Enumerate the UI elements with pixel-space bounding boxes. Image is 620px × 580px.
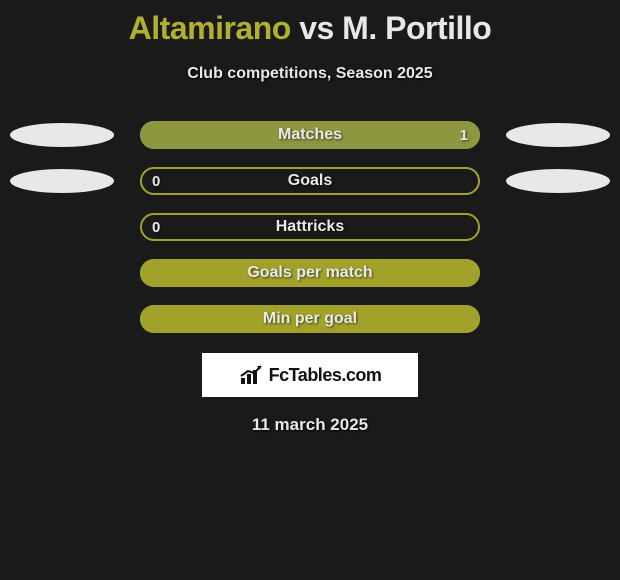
stat-label: Hattricks xyxy=(140,213,480,241)
stat-row: Hattricks0 xyxy=(0,213,620,241)
stat-label: Goals per match xyxy=(140,259,480,287)
subtitle: Club competitions, Season 2025 xyxy=(0,65,620,83)
player2-name: M. Portillo xyxy=(342,10,491,46)
stat-label: Matches xyxy=(140,121,480,149)
left-ellipse xyxy=(10,123,114,147)
stats-rows: Matches1Goals0Hattricks0Goals per matchM… xyxy=(0,121,620,333)
stat-bar: Min per goal xyxy=(140,305,480,333)
logo-box: FcTables.com xyxy=(202,353,418,397)
vs-text: vs xyxy=(299,10,334,46)
stat-row: Goals0 xyxy=(0,167,620,195)
stat-bar: Hattricks0 xyxy=(140,213,480,241)
comparison-title: Altamirano vs M. Portillo xyxy=(0,0,620,47)
stat-row: Matches1 xyxy=(0,121,620,149)
stat-value-right: 1 xyxy=(460,121,468,149)
stat-row: Min per goal xyxy=(0,305,620,333)
stat-bar: Goals0 xyxy=(140,167,480,195)
logo-text: FcTables.com xyxy=(269,365,382,386)
chart-icon xyxy=(239,364,265,386)
stat-bar: Matches1 xyxy=(140,121,480,149)
logo: FcTables.com xyxy=(239,364,382,386)
date: 11 march 2025 xyxy=(0,415,620,435)
left-ellipse xyxy=(10,169,114,193)
stat-value-left: 0 xyxy=(152,167,160,195)
player1-name: Altamirano xyxy=(129,10,291,46)
stat-value-left: 0 xyxy=(152,213,160,241)
right-ellipse xyxy=(506,169,610,193)
right-ellipse xyxy=(506,123,610,147)
stat-row: Goals per match xyxy=(0,259,620,287)
stat-label: Min per goal xyxy=(140,305,480,333)
stat-bar: Goals per match xyxy=(140,259,480,287)
stat-label: Goals xyxy=(140,167,480,195)
